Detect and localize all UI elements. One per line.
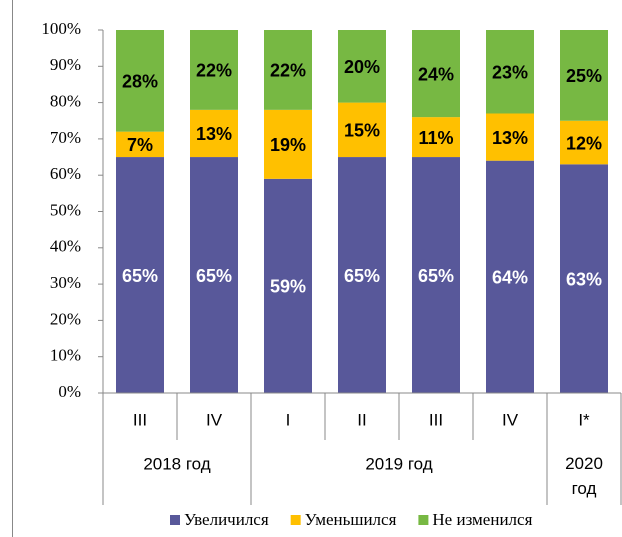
group-label: 2019 год [365, 454, 432, 473]
bar-segment [412, 117, 460, 158]
bar-segment [116, 157, 164, 393]
y-tick-label: 80% [50, 92, 81, 111]
bar-segment [338, 30, 386, 103]
y-tick-label: 10% [50, 346, 81, 365]
legend-label: Увеличился [184, 510, 269, 529]
bar-segment [486, 113, 534, 161]
bar-segment [190, 157, 238, 393]
legend-swatch [418, 515, 429, 525]
y-tick-label: 70% [50, 128, 81, 147]
data-label: 22% [270, 61, 306, 81]
x-tick-label: III [429, 410, 443, 429]
y-tick-label: 60% [50, 164, 81, 183]
x-tick-label: II [357, 410, 366, 429]
data-label: 13% [492, 128, 528, 148]
bar-segment [116, 30, 164, 132]
bar-segment [190, 30, 238, 110]
bar-segment [560, 30, 608, 121]
bar-segment [412, 157, 460, 393]
data-label: 28% [122, 72, 158, 92]
legend-swatch [290, 515, 301, 525]
bar-segment [338, 102, 386, 158]
data-label: 64% [492, 268, 528, 288]
x-tick-label: IV [502, 410, 519, 429]
y-tick-label: 90% [50, 55, 81, 74]
legend-label: Уменьшился [305, 510, 397, 529]
data-label: 12% [566, 133, 602, 153]
y-tick-label: 0% [58, 382, 81, 401]
x-tick-label: I* [578, 410, 590, 429]
bar-segment [264, 178, 312, 393]
bar-segment [412, 30, 460, 118]
legend-swatch [170, 515, 180, 525]
y-tick-label: 50% [50, 200, 81, 219]
bar-segment [486, 160, 534, 393]
y-tick-label: 100% [41, 19, 81, 38]
x-tick-label: III [133, 410, 147, 429]
data-label: 65% [344, 266, 380, 286]
bar-segment [190, 109, 238, 158]
bar-segment [338, 157, 386, 393]
data-label: 65% [196, 266, 232, 286]
data-label: 7% [127, 135, 153, 155]
data-label: 23% [492, 62, 528, 82]
y-tick-label: 30% [50, 273, 81, 292]
data-label: 24% [418, 64, 454, 84]
y-tick-label: 40% [50, 237, 81, 256]
bar-segment [560, 164, 608, 393]
data-label: 19% [270, 135, 306, 155]
y-tick-label: 20% [50, 309, 81, 328]
data-label: 11% [418, 128, 453, 148]
data-label: 65% [418, 266, 454, 286]
legend-label: Не изменился [432, 510, 532, 529]
x-tick-label: I [286, 410, 291, 429]
x-tick-label: IV [206, 410, 223, 429]
group-label: 2018 год [143, 454, 210, 473]
data-label: 65% [122, 266, 158, 286]
data-label: 59% [270, 277, 306, 297]
data-label: 13% [196, 124, 232, 144]
bar-segment [486, 30, 534, 114]
data-label: 25% [566, 66, 602, 86]
data-label: 22% [196, 61, 232, 81]
data-label: 20% [344, 57, 380, 77]
data-label: 63% [566, 269, 602, 289]
bar-segment [560, 120, 608, 165]
data-label: 15% [344, 121, 380, 141]
bar-segment [116, 131, 164, 158]
group-label: 2020 год [565, 454, 603, 498]
bar-segment [264, 109, 312, 179]
bar-segment [264, 30, 312, 110]
